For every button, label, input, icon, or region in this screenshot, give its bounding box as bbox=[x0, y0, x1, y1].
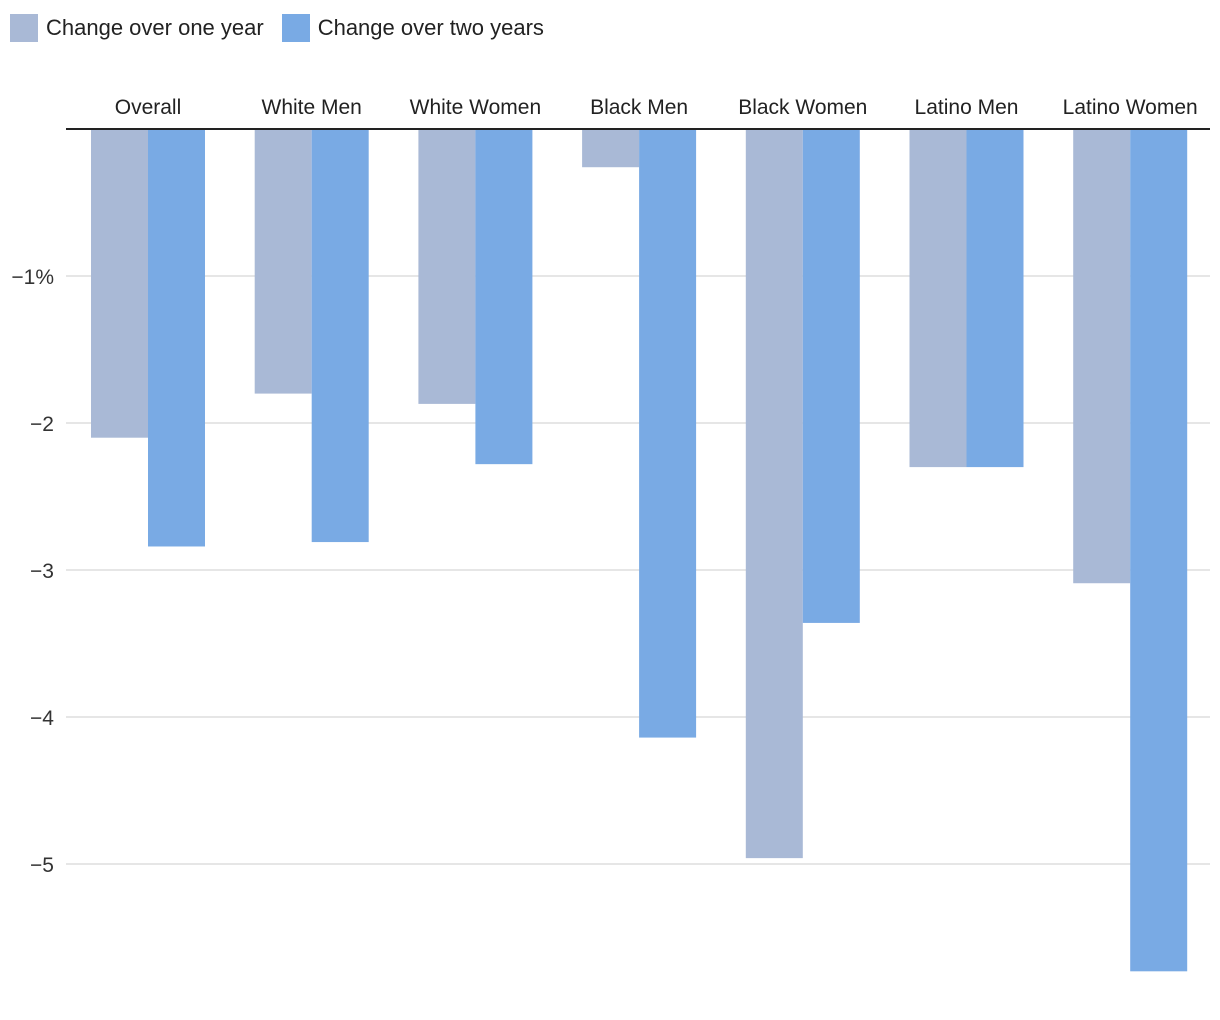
legend-swatch-one-year bbox=[10, 14, 38, 42]
y-tick-label: −3 bbox=[30, 560, 54, 583]
bar-two-years bbox=[311, 129, 369, 543]
bar-two-years bbox=[802, 129, 860, 623]
y-tick-label: −2 bbox=[30, 413, 54, 436]
legend-label-one-year: Change over one year bbox=[46, 15, 264, 40]
legend-item-two-years: Change over two years bbox=[281, 14, 544, 42]
legend: Change over one year Change over two yea… bbox=[10, 14, 544, 42]
bar-one-year bbox=[418, 129, 476, 404]
category-label: Black Women bbox=[738, 96, 867, 119]
category-label: Black Men bbox=[590, 96, 688, 119]
bar-one-year bbox=[1073, 129, 1131, 584]
bar-two-years bbox=[639, 129, 697, 738]
legend-label-two-years: Change over two years bbox=[317, 15, 544, 40]
legend-item-one-year: Change over one year bbox=[10, 14, 264, 42]
legend-swatch-two-years bbox=[281, 14, 310, 42]
bar-one-year bbox=[91, 129, 148, 438]
bar-one-year bbox=[909, 129, 967, 468]
category-label: White Men bbox=[262, 96, 362, 119]
category-label: Overall bbox=[115, 96, 182, 119]
bar-one-year bbox=[254, 129, 312, 394]
category-label: Latino Women bbox=[1063, 96, 1198, 119]
bar-one-year bbox=[582, 129, 640, 168]
bar-one-year bbox=[745, 129, 803, 859]
bar-two-years bbox=[148, 129, 205, 547]
y-tick-label: −5 bbox=[30, 854, 54, 877]
bar-two-years bbox=[475, 129, 533, 465]
bar-two-years bbox=[966, 129, 1024, 468]
category-label: White Women bbox=[410, 96, 542, 119]
category-label: Latino Men bbox=[915, 96, 1019, 119]
y-tick-label: −1% bbox=[11, 266, 54, 289]
bar-two-years bbox=[1130, 129, 1188, 972]
y-tick-label: −4 bbox=[30, 707, 54, 730]
